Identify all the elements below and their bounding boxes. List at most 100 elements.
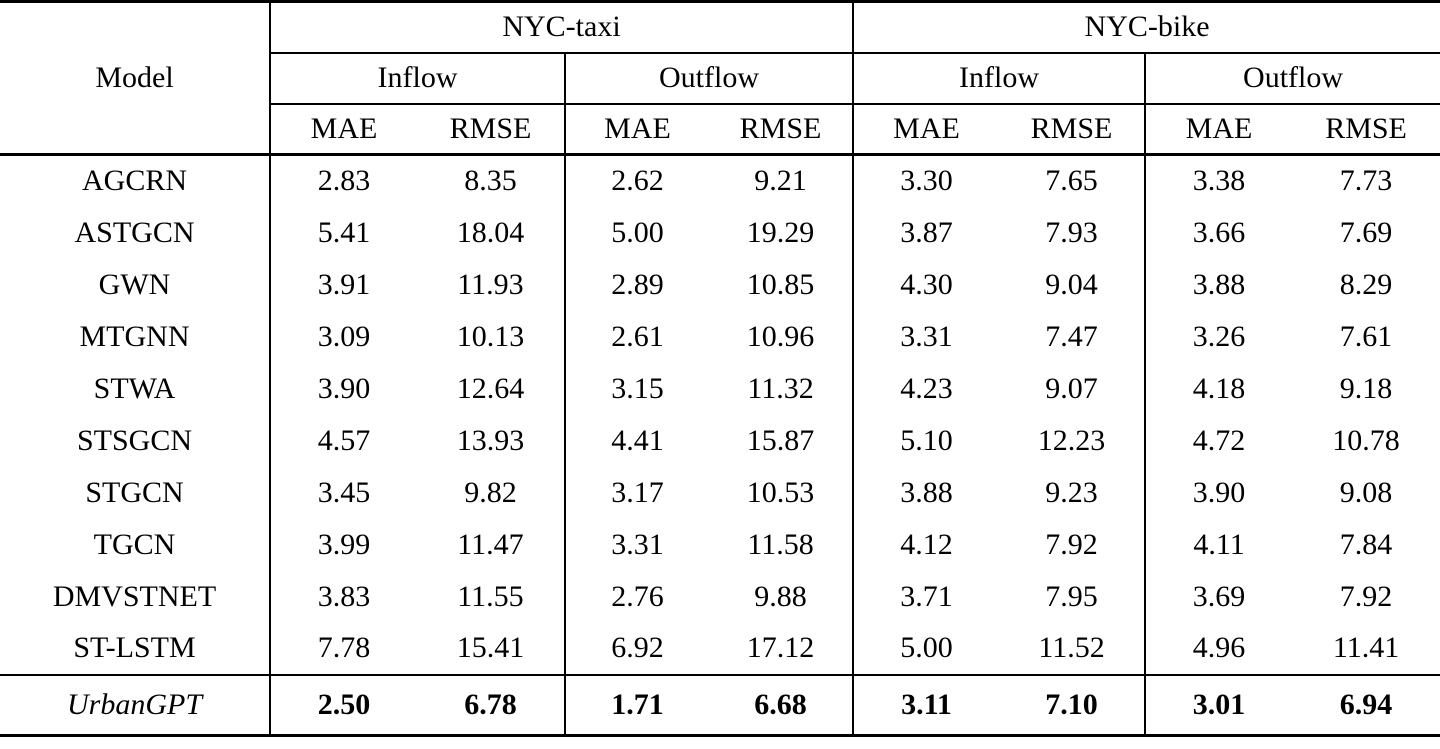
value-cell: 3.31 xyxy=(564,518,709,571)
value-cell: 15.41 xyxy=(456,631,525,664)
column-group-nyc-bike: NYC-bike xyxy=(852,1,1440,54)
value-cell: 3.69 xyxy=(1144,570,1293,623)
model-name: STWA xyxy=(93,371,176,405)
value-cell: 7.69 xyxy=(1339,215,1393,249)
model-name: STSGCN xyxy=(76,423,193,457)
value-cell: 7.47 xyxy=(1045,319,1098,353)
column-subgroup-taxi-inflow: Inflow xyxy=(269,52,565,105)
table-row-mtgnn: MTGNN 3.09 10.13 2.61 10.96 3.31 7.47 3.… xyxy=(0,310,1440,363)
value-cell: 2.83 xyxy=(269,154,417,207)
value-cell: 7.73 xyxy=(1339,164,1393,198)
value-cell: 3.83 xyxy=(269,570,417,623)
value-cell: 4.41 xyxy=(564,414,709,467)
value-cell: 10.13 xyxy=(456,319,525,353)
value-cell: 3.45 xyxy=(269,466,417,519)
value-cell: 12.23 xyxy=(1037,423,1106,457)
model-name: STGCN xyxy=(85,475,184,509)
value-cell: 5.00 xyxy=(852,622,1000,675)
value-cell: 4.72 xyxy=(1144,414,1293,467)
value-cell: 7.92 xyxy=(1339,579,1393,613)
value-cell: 3.17 xyxy=(564,466,709,519)
value-cell: 5.00 xyxy=(564,206,709,259)
value-cell: 2.61 xyxy=(564,310,709,363)
value-cell: 15.87 xyxy=(746,423,815,457)
model-name: ST-LSTM xyxy=(73,631,196,664)
model-name: ASTGCN xyxy=(74,215,195,249)
value-cell: 3.71 xyxy=(852,570,1000,623)
model-name: GWN xyxy=(98,267,171,301)
column-group-nyc-taxi: NYC-taxi xyxy=(268,1,854,54)
value-cell: 6.94 xyxy=(1292,673,1440,736)
value-cell: 7.93 xyxy=(1045,215,1098,249)
model-name: AGCRN xyxy=(81,164,187,198)
value-cell: 11.52 xyxy=(1038,631,1105,664)
value-cell: 3.88 xyxy=(852,466,1000,519)
value-cell: 2.50 xyxy=(269,673,417,736)
value-cell: 11.41 xyxy=(1332,631,1400,664)
value-cell: 9.21 xyxy=(754,164,807,198)
value-cell: 3.11 xyxy=(852,673,1000,736)
value-cell: 3.88 xyxy=(1144,258,1293,311)
value-cell: 9.18 xyxy=(1339,371,1393,405)
value-cell: 7.61 xyxy=(1339,319,1393,353)
value-cell: 4.18 xyxy=(1144,362,1293,415)
table-row-st-lstm: ST-LSTM 7.78 15.41 6.92 17.12 5.00 11.52… xyxy=(0,622,1440,675)
value-cell: 1.71 xyxy=(564,673,709,736)
value-cell: 3.26 xyxy=(1144,310,1293,363)
value-cell: 10.53 xyxy=(746,475,815,509)
value-cell: 7.95 xyxy=(1045,579,1098,613)
value-cell: 3.90 xyxy=(269,362,417,415)
value-cell: 4.30 xyxy=(852,258,1000,311)
table-row-tgcn: TGCN 3.99 11.47 3.31 11.58 4.12 7.92 4.1… xyxy=(0,518,1440,571)
table-row-urbangpt: UrbanGPT 2.50 6.78 1.71 6.68 3.11 7.10 3… xyxy=(0,673,1440,736)
column-header-mae: MAE xyxy=(1144,103,1293,156)
value-cell: 10.96 xyxy=(746,319,815,353)
value-cell: 10.85 xyxy=(746,267,815,301)
value-cell: 18.04 xyxy=(456,215,525,249)
table-row-gwn: GWN 3.91 11.93 2.89 10.85 4.30 9.04 3.88… xyxy=(0,258,1440,311)
value-cell: 8.35 xyxy=(464,164,517,198)
value-cell: 4.12 xyxy=(852,518,1000,571)
table-row-dmvstnet: DMVSTNET 3.83 11.55 2.76 9.88 3.71 7.95 … xyxy=(0,570,1440,623)
value-cell: 2.89 xyxy=(564,258,709,311)
table-row-astgcn: ASTGCN 5.41 18.04 5.00 19.29 3.87 7.93 3… xyxy=(0,206,1440,259)
value-cell: 9.23 xyxy=(1045,475,1098,509)
column-subgroup-bike-inflow: Inflow xyxy=(852,52,1146,105)
model-name: TGCN xyxy=(93,527,176,561)
value-cell: 3.01 xyxy=(1144,673,1293,736)
column-header-rmse: RMSE xyxy=(709,103,854,156)
table-row-stwa: STWA 3.90 12.64 3.15 11.32 4.23 9.07 4.1… xyxy=(0,362,1440,415)
value-cell: 2.62 xyxy=(564,154,709,207)
column-subgroup-bike-outflow: Outflow xyxy=(1144,52,1440,105)
column-header-rmse: RMSE xyxy=(417,103,565,156)
value-cell: 9.04 xyxy=(1045,267,1098,301)
model-name: MTGNN xyxy=(79,319,190,353)
value-cell: 7.84 xyxy=(1339,527,1393,561)
value-cell: 3.09 xyxy=(269,310,417,363)
column-header-mae: MAE xyxy=(269,103,417,156)
header-row-datasets: Model NYC-taxi NYC-bike xyxy=(0,1,1440,156)
value-cell: 4.11 xyxy=(1144,518,1293,571)
value-cell: 3.87 xyxy=(852,206,1000,259)
value-cell: 13.93 xyxy=(456,423,525,457)
table-row-agcrn: AGCRN 2.83 8.35 2.62 9.21 3.30 7.65 3.38… xyxy=(0,154,1440,207)
value-cell: 17.12 xyxy=(746,631,815,664)
model-name: DMVSTNET xyxy=(52,579,217,613)
value-cell: 5.41 xyxy=(269,206,417,259)
table-row-stsgcn: STSGCN 4.57 13.93 4.41 15.87 5.10 12.23 … xyxy=(0,414,1440,467)
value-cell: 4.23 xyxy=(852,362,1000,415)
column-header-model: Model xyxy=(0,1,270,156)
value-cell: 3.38 xyxy=(1144,154,1293,207)
value-cell: 8.29 xyxy=(1339,267,1393,301)
value-cell: 6.78 xyxy=(417,673,565,736)
value-cell: 3.31 xyxy=(852,310,1000,363)
value-cell: 3.90 xyxy=(1144,466,1293,519)
column-subgroup-taxi-outflow: Outflow xyxy=(563,52,854,105)
model-name: UrbanGPT xyxy=(0,673,270,736)
value-cell: 11.58 xyxy=(747,527,814,561)
value-cell: 6.92 xyxy=(564,622,709,675)
value-cell: 5.10 xyxy=(852,414,1000,467)
value-cell: 9.07 xyxy=(1045,371,1098,405)
